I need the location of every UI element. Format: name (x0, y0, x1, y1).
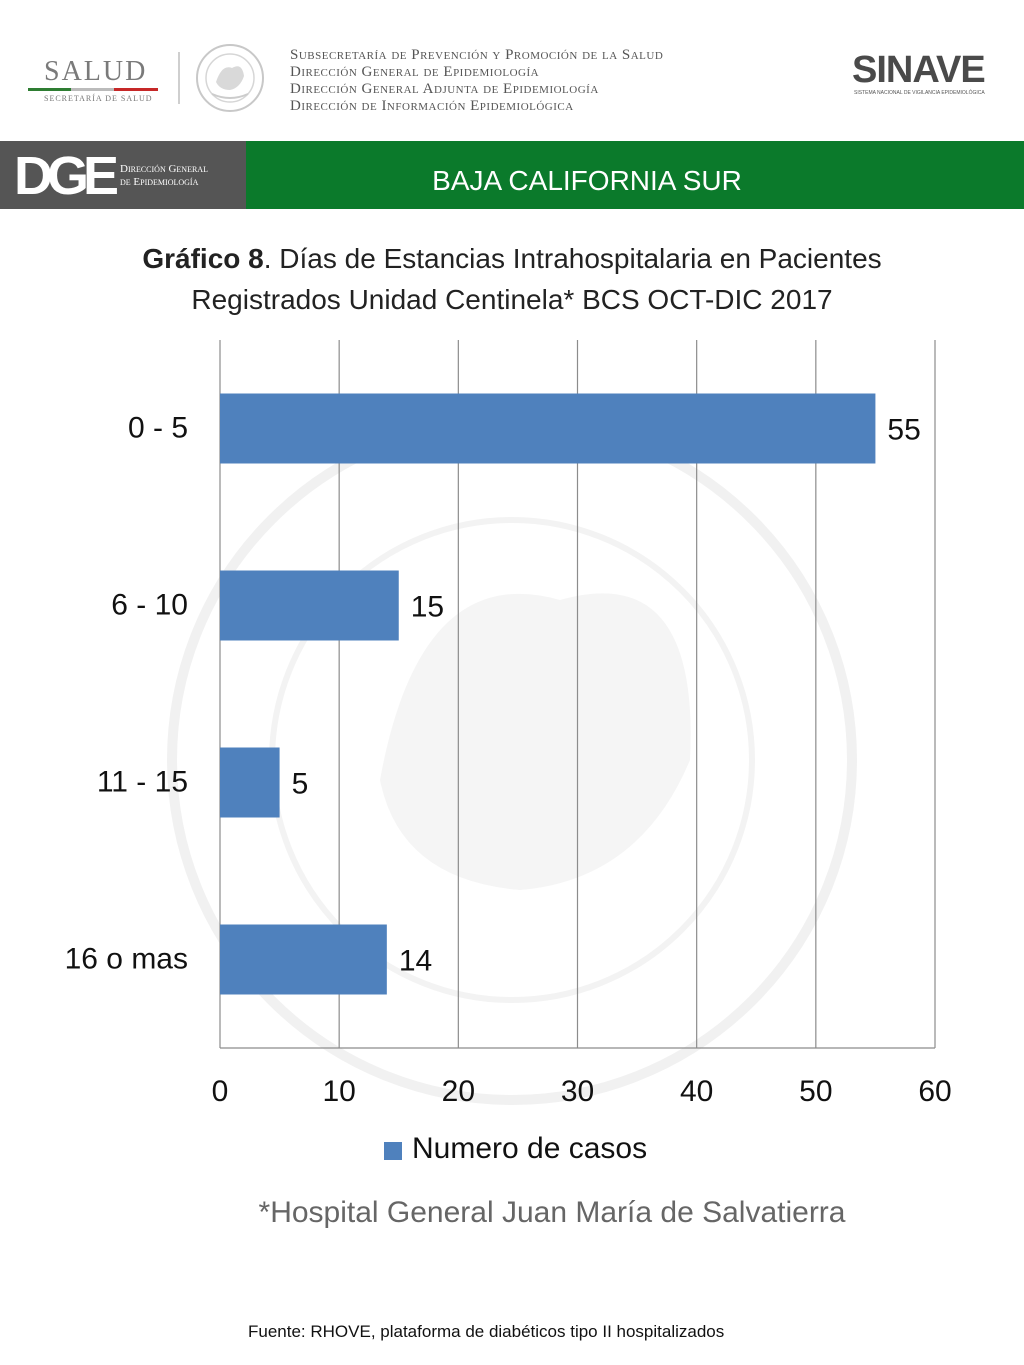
dge-logo-mark: DGE (14, 146, 119, 206)
agency-line: Dirección General Adjunta de Epidemiolog… (290, 81, 599, 97)
x-tick-label: 30 (561, 1075, 594, 1108)
data-label: 55 (887, 414, 920, 447)
national-seal-icon (196, 44, 264, 112)
legend-swatch (384, 1142, 402, 1160)
x-tick-label: 60 (918, 1075, 951, 1108)
chart-bars (220, 393, 876, 995)
x-tick-label: 40 (680, 1075, 713, 1108)
bar (220, 924, 387, 995)
sinave-logo-word: SINAVE (852, 49, 986, 91)
sinave-logo: SINAVE SISTEMA NACIONAL DE VIGILANCIA EP… (852, 50, 990, 100)
salud-logo-word: SALUD (44, 56, 148, 87)
salud-logo-subtitle: SECRETARÍA DE SALUD (44, 94, 153, 103)
bar (220, 747, 280, 818)
bar (220, 393, 876, 464)
y-category-label: 6 - 10 (111, 589, 188, 622)
sinave-logo-subtitle: SISTEMA NACIONAL DE VIGILANCIA EPIDEMIOL… (854, 90, 985, 96)
dge-logo-line: Dirección General (120, 163, 208, 175)
page-header: SALUD SECRETARÍA DE SALUD Subsecretaría … (0, 0, 1024, 140)
y-category-label: 0 - 5 (128, 412, 188, 445)
salud-logo-stripe (28, 88, 158, 91)
data-label: 15 (411, 591, 444, 624)
chart-title: Gráfico 8. Días de Estancias Intrahospit… (60, 238, 964, 320)
header-divider (178, 52, 180, 104)
chart-title-bold: Gráfico 8 (142, 243, 264, 274)
salud-logo: SALUD SECRETARÍA DE SALUD (28, 56, 158, 106)
legend-label: Numero de casos (412, 1132, 648, 1165)
agency-line: Dirección General de Epidemiología (290, 64, 540, 80)
agency-line: Subsecretaría de Prevención y Promoción … (290, 47, 664, 63)
chart-tick-labels: 0 10 20 30 40 50 60 (212, 1075, 952, 1108)
chart-category-labels: 0 - 5 6 - 10 11 - 15 16 o mas (65, 412, 188, 976)
bar (220, 570, 399, 641)
banner-green-band (246, 141, 1024, 209)
chart-footnote: *Hospital General Juan María de Salvatie… (258, 1196, 846, 1229)
data-label: 14 (399, 945, 432, 978)
watermark-eagle (380, 593, 691, 890)
chart-title-rest: . Días de Estancias Intrahospitalaria en… (263, 243, 882, 274)
x-tick-label: 20 (442, 1075, 475, 1108)
state-banner: DGE Dirección General de Epidemiología B… (0, 141, 1024, 209)
state-name: BAJA CALIFORNIA SUR (432, 165, 742, 196)
chart-title-line-2: Registrados Unidad Centinela* BCS OCT-DI… (191, 284, 833, 315)
data-label: 5 (292, 768, 309, 801)
x-tick-label: 50 (799, 1075, 832, 1108)
source-note: Fuente: RHOVE, plataforma de diabéticos … (248, 1322, 725, 1341)
x-tick-label: 0 (212, 1075, 229, 1108)
dge-logo-panel: DGE Dirección General de Epidemiología (0, 141, 246, 209)
y-category-label: 11 - 15 (97, 766, 188, 799)
agency-lines: Subsecretaría de Prevención y Promoción … (290, 47, 663, 115)
bar-chart: 55 15 5 14 0 - 5 6 - 10 11 - 15 16 o mas 0 10 20… (65, 340, 952, 1108)
y-category-label: 16 o mas (65, 943, 188, 976)
x-tick-label: 10 (322, 1075, 355, 1108)
agency-line: Dirección de Información Epidemiológica (290, 98, 574, 114)
chart-title-line-1: Gráfico 8. Días de Estancias Intrahospit… (60, 238, 964, 279)
dge-logo-text: Dirección General de Epidemiología (120, 163, 208, 189)
chart-data-labels: 55 15 5 14 (292, 414, 921, 978)
dge-logo-line: de Epidemiología (120, 176, 199, 188)
